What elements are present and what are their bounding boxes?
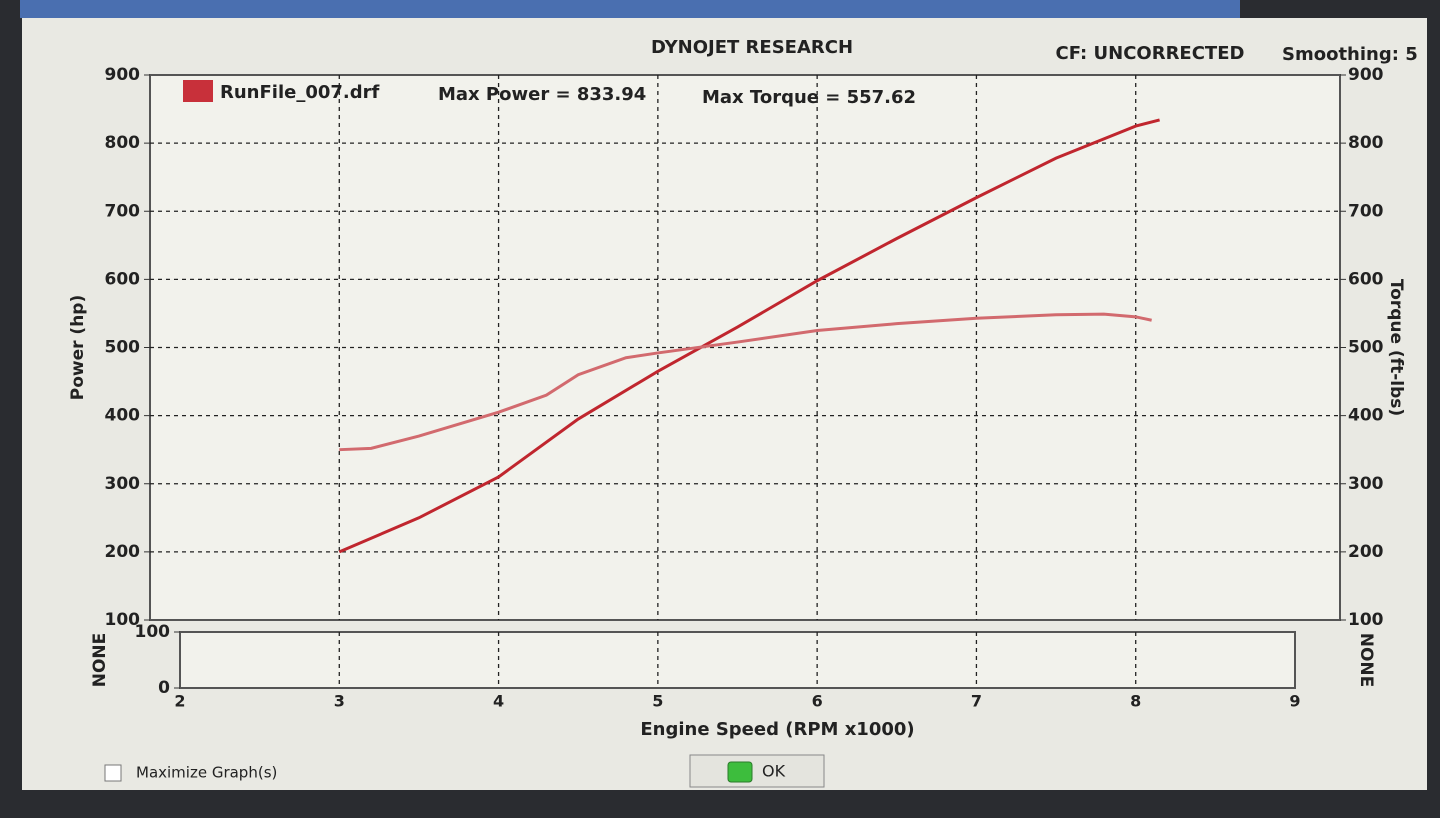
app-title: DYNOJET RESEARCH <box>651 37 853 58</box>
x-tick-label: 5 <box>652 692 663 711</box>
x-tick-label: 8 <box>1130 692 1141 711</box>
y-tick-label: 500 <box>105 338 141 358</box>
y-tick-label: 900 <box>105 65 141 85</box>
y2-tick-label: 800 <box>1348 133 1384 153</box>
y-tick-label: 600 <box>105 269 141 289</box>
legend-max-power: Max Power = 833.94 <box>438 84 646 105</box>
y-tick-label: 700 <box>105 201 141 221</box>
maximize-label[interactable]: Maximize Graph(s) <box>136 764 277 782</box>
legend-swatch <box>183 80 213 102</box>
ok-icon <box>727 761 753 783</box>
legend-run: RunFile_007.drf <box>220 82 380 103</box>
y2-tick-label: 700 <box>1348 201 1384 221</box>
y2-tick-label: 100 <box>1348 610 1384 630</box>
x-axis-label: Engine Speed (RPM x1000) <box>640 719 914 740</box>
x-tick-label: 2 <box>174 692 185 711</box>
y-tick-label: 300 <box>105 474 141 494</box>
x-tick-label: 7 <box>971 692 982 711</box>
x-tick-label: 9 <box>1289 692 1300 711</box>
sub-plot-area <box>179 631 1296 689</box>
y2-tick-label: 500 <box>1348 338 1384 358</box>
y2-tick-label: 900 <box>1348 65 1384 85</box>
maximize-checkbox[interactable] <box>104 764 122 782</box>
y2-tick-label: 600 <box>1348 269 1384 289</box>
y2-axis-label: NONE <box>1356 633 1376 688</box>
ok-label[interactable]: OK <box>762 762 786 781</box>
y-tick-label: 400 <box>105 406 141 426</box>
y-tick-label: 100 <box>105 610 141 630</box>
legend-max-torque: Max Torque = 557.62 <box>702 87 916 108</box>
y2-tick-label: 300 <box>1348 474 1384 494</box>
series-line <box>339 312 1152 452</box>
y-tick-label: 200 <box>105 542 141 562</box>
smoothing-label: Smoothing: 5 <box>1282 44 1418 65</box>
y2-axis-label: Torque (ft-lbs) <box>1386 279 1406 416</box>
x-tick-label: 3 <box>334 692 345 711</box>
series-line <box>338 118 1160 554</box>
y-axis-label: NONE <box>90 633 110 688</box>
y-tick-label: 800 <box>105 133 141 153</box>
y-axis-label: Power (hp) <box>68 295 88 401</box>
y2-tick-label: 400 <box>1348 406 1384 426</box>
title-bar <box>20 0 1240 18</box>
y-tick-label: 100 <box>135 622 171 642</box>
x-tick-label: 6 <box>812 692 823 711</box>
y2-tick-label: 200 <box>1348 542 1384 562</box>
y-tick-label: 0 <box>158 678 170 698</box>
cf-label: CF: UNCORRECTED <box>1056 43 1245 64</box>
x-tick-label: 4 <box>493 692 504 711</box>
ok-button[interactable] <box>689 754 825 788</box>
